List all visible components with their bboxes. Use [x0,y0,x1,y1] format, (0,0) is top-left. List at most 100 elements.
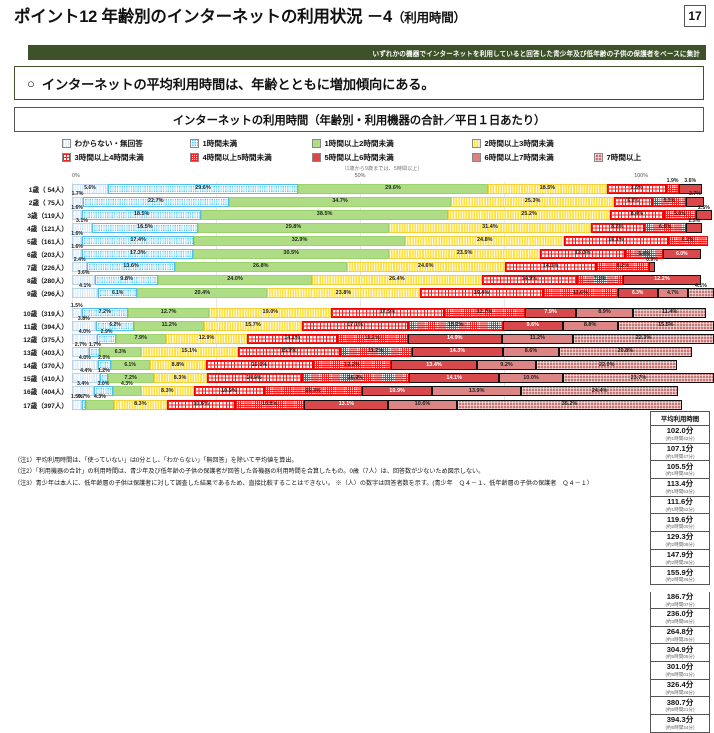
bar-segment-value: 9.6% [526,322,540,329]
bar-segment: 16.9% [301,373,410,384]
chart-row-label: 6歳（203人） [26,252,68,260]
average-time-minutes: 380.7分 [666,697,694,707]
average-time-cell: 119.6分 (約2時間00分) [650,514,710,533]
bar-segment-value: 15.2% [447,322,464,329]
bar-segment: 1.2% [98,368,110,384]
bar-segment-value: 7.9% [544,309,557,316]
axis-tick-50: 50% [354,173,366,179]
bar-segment: 14.1% [409,373,500,384]
bar-segment-value: 25.3% [524,197,541,204]
bar-segment: 22.7% [82,196,229,207]
legend-item-1: 1時間未満 [190,138,312,149]
bar-segment: 35.2% [456,399,683,410]
page-title-main: ポイント12 年齢別のインターネットの利用状況 －4 [14,8,392,26]
bar-segment-value: 7.2% [124,374,137,381]
bar-segment: 24.0% [158,275,313,286]
chart-row-label: 10歳（319人） [23,310,68,318]
chart-row-label: 13歳（403人） [23,350,68,358]
bar-segment-value: 6.2% [681,237,694,244]
bar-segment-value: 8.3% [173,374,187,381]
legend-item-6: 5時間以上6時間未満 [312,152,472,163]
footnotes: （注1）平均利用時間は、「使っていない」は0分とし、「わからない」「無回答」を除… [14,455,706,489]
bar-segment: 8.8% [149,360,207,371]
bar-segment: 4.1% [72,283,99,299]
bar-segment: 16.1% [564,235,668,246]
legend-swatch-icon-0 [62,139,71,148]
stacked-bar: 1.6% 18.5% 38.5% 25.2% 8.4% 5.0% 2.5% [71,205,714,220]
bar-segment-value: 2.0% [98,355,110,362]
bar-segment-value: 23.5% [456,250,473,257]
bar-segment: 8.4% [609,209,664,220]
bar-segment: 19.0% [209,307,332,318]
bar-segment: 12.9% [165,334,248,345]
bar-segment: 1.7% [89,342,101,358]
bar-segment: 20.8% [558,347,693,358]
bar-segment: 2.9% [97,329,116,345]
bar-segment-value: 23.7% [630,374,647,381]
bar-segment: 17.3% [82,249,194,260]
chart-row: 2歳（ 75人） 1.7% 22.7% 34.7% 25.3% 6.0% 5.3% 2.7% [0,191,714,208]
average-time-hours: (約1時間53分) [665,489,695,495]
bar-segment-value: 15.3% [305,387,321,394]
legend-swatch-icon-7 [472,153,481,162]
bar-segment: 24.6% [346,262,505,273]
bar-segment: 10.6% [388,399,457,410]
bar-segment: 8.2% [596,262,650,273]
bar-segment: 1.5% [71,303,83,318]
bar-segment-value: 12.7% [476,309,493,316]
average-time-hours: (約6時間34分) [665,725,695,731]
legend-swatch-icon-3 [472,139,481,148]
bar-segment-value: 29.6% [195,184,211,191]
bar-segment: 1.6% [71,205,83,220]
bar-segment: 32.9% [193,235,406,246]
bar-segment-value: 11.2% [529,335,546,342]
chart-row-label: 1歳（ 54人） [28,186,68,194]
stacked-bar: 3.6% 9.8% 24.0% 26.4% 14.9% 7.1% 12.2% [72,270,714,286]
legend-label-4: 3時間以上4時間未満 [74,153,144,162]
bar-segment-value: 30.5% [283,250,300,257]
chart-legend: わからない・無回答 1時間未満 1時間以上2時間未満 2時間以上3時間未満 3時… [0,138,714,172]
bar-segment-value: 5.6% [84,185,96,192]
bar-segment: 10.0% [499,373,563,384]
bar-segment: 31.4% [389,222,591,233]
bar-segment: 1.7% [72,191,83,207]
bar-segment-value: 1.5% [70,394,83,401]
bar-segment-value: 15.5% [657,322,674,329]
bar-segment: 5.6% [72,183,108,194]
average-time-minutes: 129.3分 [666,532,694,542]
bar-segment: 4.0% [72,355,98,371]
bar-segment-value: 8.8% [583,322,597,329]
bar-segment-value: 2.5% [688,217,701,224]
bar-segment: 9.2% [477,360,537,371]
page-header: ポイント12 年齢別のインターネットの利用状況 －4（利用時間） 17 [0,0,714,44]
bar-segment: 15.9% [237,347,340,358]
stacked-bar: 1.7% 22.7% 34.7% 25.3% 6.0% 5.3% 2.7% [72,191,714,207]
bar-segment: 8.8% [562,320,618,331]
chart-row: 10歳（319人） 1.5% 7.2% 12.7% 19.0% 17.5% 12.7% 7.9… [0,303,714,319]
average-time-hours: (約3時間07分) [665,601,695,607]
base-note-strip: いずれかの機器でインターネットを利用していると回答した青少年及び低年齢の子供の保… [28,45,706,60]
bar-segment-value: 8.9% [598,309,611,316]
bar-segment: 15.7% [204,320,302,331]
bar-segment-value: 20.4% [194,289,211,296]
bar-segment: 34.7% [228,196,452,207]
average-time-hours: (約6時間21分) [665,707,695,713]
bar-segment: 11.2% [134,320,205,331]
bar-segment: 5.0% [663,209,696,220]
bar-segment: 14.9% [407,334,502,345]
average-time-hours: (約1時間46分) [665,471,695,477]
bar-segment-value: 1.2% [97,368,110,375]
legend-label-7: 6時間以上7時間未満 [484,153,554,162]
chart-row: 7歳（226人） 2.4% 13.6% 26.8% 24.6% 14.3% 8.2% 0.9% [0,257,714,274]
bar-segment-value: 19.4% [473,289,490,296]
bar-segment: 7.9% [115,334,166,345]
bar-segment: 4.3% [86,394,114,410]
bar-segment: 1.9% [666,178,679,194]
average-time-hours: (約2時間28分) [665,559,695,565]
average-time-header: 平均利用時間 [650,411,710,427]
bar-segment-value: 13.1% [338,400,355,407]
bar-segment-value: 17.4% [130,237,146,244]
bar-segment-value: 3.1% [76,217,88,224]
page-title-sub: （利用時間） [392,11,466,25]
chart-row: 15歳（410人） 4.4% 1.2% 7.2% 8.3% 14.9% 16.9% 14.1%… [0,368,714,385]
